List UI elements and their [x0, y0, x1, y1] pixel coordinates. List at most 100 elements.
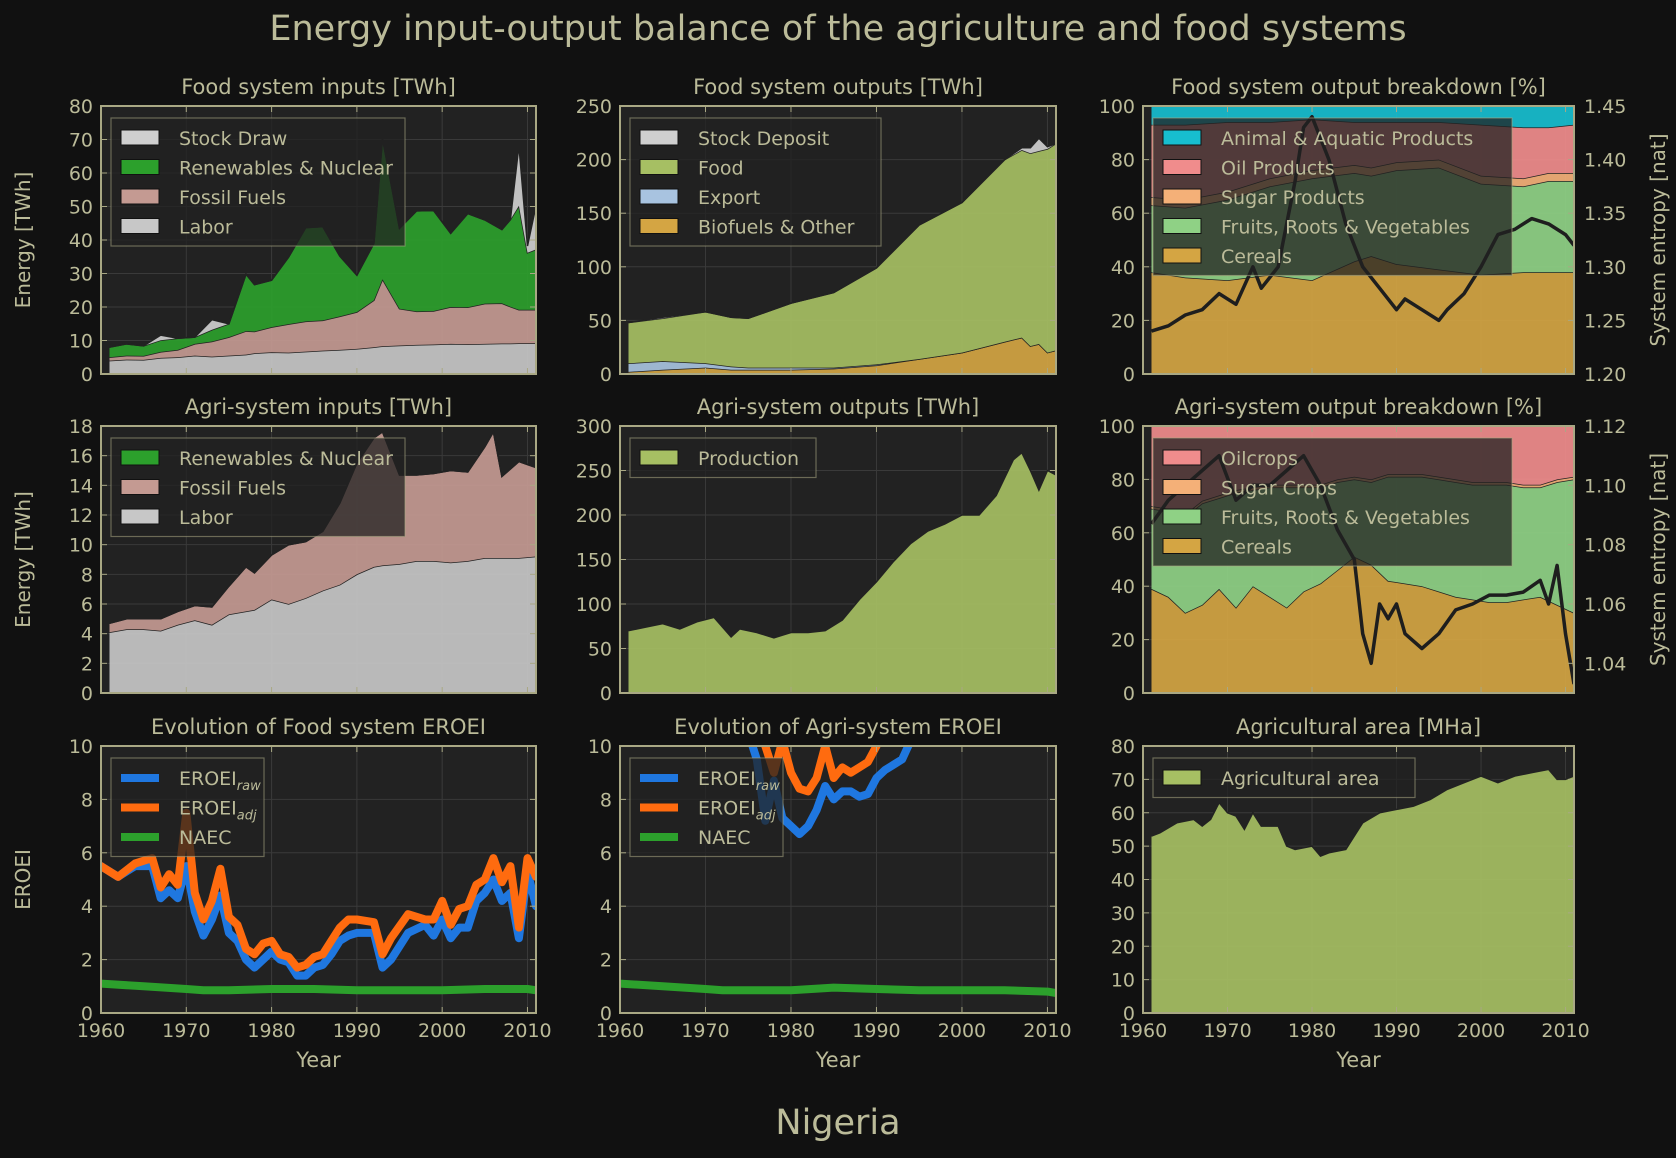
legend-swatch [120, 508, 160, 525]
y-tick-label: 0 [81, 683, 93, 705]
x-tick-label: 2010 [503, 1020, 551, 1042]
legend-label: Renewables & Nuclear [179, 448, 393, 470]
area-edge [628, 451, 1056, 639]
legend: Animal & Aquatic Products Oil Products Sug… [1152, 117, 1513, 277]
figure-title: Energy input-output balance of the agric… [269, 9, 1406, 49]
plot-frame [1142, 105, 1575, 375]
x-tick-label: 1990 [333, 1020, 381, 1042]
y-axis-label: EROEI [11, 849, 35, 910]
area-export [628, 337, 1056, 372]
y2-tick-label: 1.12 [1584, 416, 1626, 438]
legend-swatch [1162, 247, 1202, 264]
y-tick-label: 20 [1111, 936, 1135, 958]
y-tick-label: 14 [69, 475, 93, 497]
y-tick-label: 60 [1111, 523, 1135, 545]
legend-label: EROEIraw [698, 768, 780, 794]
y-tick-label: 10 [1111, 970, 1135, 992]
legend-swatch [120, 159, 160, 175]
y-tick-label: 0 [81, 364, 93, 386]
legend-box [110, 437, 406, 538]
y-tick-label: 100 [1099, 416, 1135, 438]
x-axis-label: Year [815, 1048, 861, 1072]
y-tick-label: 0 [600, 683, 612, 705]
y-tick-label: 6 [600, 843, 612, 865]
legend-label: EROEIadj [698, 798, 776, 824]
legend-label: Sugar Products [1221, 187, 1365, 209]
legend-swatch [1162, 188, 1202, 205]
legend: Oilcrops Sugar Crops Fruits, Roots & Veget… [1152, 437, 1513, 567]
legend-swatch [120, 449, 160, 466]
y-tick-label: 0 [81, 1003, 93, 1025]
y-tick-label: 50 [588, 310, 612, 332]
legend-box [1152, 117, 1513, 277]
y-tick-label: 4 [600, 896, 612, 918]
legend-swatch [120, 129, 160, 146]
x-tick-label: 2000 [938, 1020, 986, 1042]
x-axis-label: Year [295, 1048, 341, 1072]
legend-swatch [1162, 129, 1202, 146]
y-tick-label: 300 [576, 416, 612, 438]
panel-title: Agri-system inputs [TWh] [185, 395, 452, 419]
panel-p3: 1.20 1.25 1.30 1.35 1.40 1.45 System entropy [… [1099, 75, 1670, 386]
legend-swatch [1162, 769, 1202, 786]
legend-label: NAEC [179, 827, 231, 849]
legend-label: Fossil Fuels [179, 478, 286, 500]
y-tick-label: 60 [1111, 203, 1135, 225]
legend-swatch [640, 833, 678, 841]
line-eroeiadj [760, 746, 881, 796]
y-tick-label: 8 [600, 789, 612, 811]
line-naec [101, 979, 536, 995]
y-tick-label: 200 [576, 505, 612, 527]
legend-swatch [121, 774, 159, 782]
legend-swatch [639, 159, 679, 175]
legend-swatch [640, 803, 678, 812]
legend-swatch [640, 774, 678, 782]
panel-p5: Production 0 50 100 150 200 250 300 Agri-system … [576, 395, 1057, 705]
y2-tick-label: 1.08 [1584, 535, 1626, 557]
panel-title: Agri-system output breakdown [%] [1175, 395, 1542, 419]
legend-swatch [1162, 508, 1202, 525]
y2-axis-label: System entropy [nat] [1646, 453, 1670, 666]
legend-label: Sugar Crops [1221, 478, 1337, 500]
y-tick-label: 30 [69, 264, 93, 286]
plot-content [109, 138, 536, 374]
legend-box [1152, 437, 1513, 567]
y-axis-label: Energy [TWh] [11, 491, 35, 628]
y2-tick-label: 1.06 [1584, 594, 1626, 616]
y-tick-label: 8 [81, 564, 93, 586]
y-tick-label: 100 [576, 257, 612, 279]
legend-label: Cereals [1221, 537, 1292, 559]
y-tick-label: 50 [1111, 836, 1135, 858]
y-tick-label: 30 [1111, 903, 1135, 925]
plot-frame [100, 425, 537, 694]
panel-title: Food system output breakdown [%] [1171, 75, 1546, 99]
legend: EROEIraw EROEIadj NAEC [629, 757, 784, 858]
y-tick-label: 4 [81, 624, 93, 646]
area-edge [109, 138, 536, 348]
x-tick-label: 1960 [596, 1020, 644, 1042]
y-tick-label: 150 [576, 203, 612, 225]
legend: Stock Draw Renewables & Nuclear Fossil Fue… [110, 117, 406, 247]
legend-swatch [639, 129, 679, 146]
y-tick-label: 50 [588, 639, 612, 661]
y-tick-label: 20 [1111, 310, 1135, 332]
y2-tick-label: 1.40 [1584, 150, 1626, 172]
panel-p8: EROEIraw EROEIadj NAEC 0 2 4 6 8 10 1960 1970 1980 1… [588, 715, 1072, 1072]
panel-p6: 1.04 1.06 1.08 1.10 1.12 System entropy [nat]… [1099, 395, 1670, 705]
plot-frame [1142, 425, 1575, 694]
legend: Production [629, 437, 817, 479]
legend-swatch [1162, 449, 1202, 466]
x-axis-label: Year [1335, 1048, 1381, 1072]
legend-label: Production [698, 448, 799, 470]
x-tick-label: 1970 [1203, 1020, 1251, 1042]
legend-swatch [120, 188, 160, 205]
x-tick-label: 2000 [418, 1020, 466, 1042]
plot-content [628, 137, 1056, 374]
legend-label: Fossil Fuels [179, 187, 286, 209]
area-edge [628, 137, 1056, 324]
legend-label-subscript: adj [756, 809, 776, 824]
legend-swatch [120, 218, 160, 234]
y-tick-label: 10 [69, 331, 93, 353]
plot-frame [100, 745, 537, 1014]
area-renewables-nuclear [109, 138, 536, 358]
